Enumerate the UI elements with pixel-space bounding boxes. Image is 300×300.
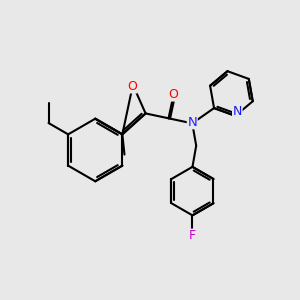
Text: O: O bbox=[127, 80, 137, 93]
Text: F: F bbox=[189, 229, 196, 242]
Text: N: N bbox=[188, 116, 197, 129]
Text: O: O bbox=[168, 88, 178, 101]
Text: N: N bbox=[232, 105, 242, 119]
